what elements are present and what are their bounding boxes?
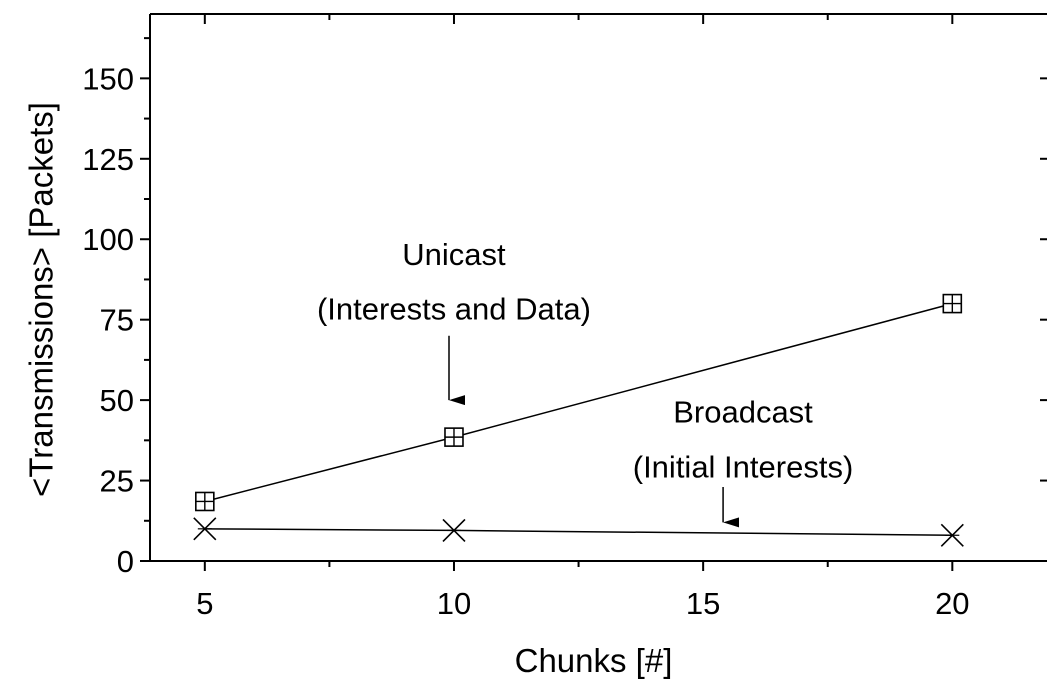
x-tick-label: 5	[196, 586, 213, 621]
y-tick-label: 125	[82, 142, 134, 177]
x-tick-label: 15	[686, 586, 720, 621]
y-tick-label: 100	[82, 222, 134, 257]
y-axis-title: <Transmissions> [Packets]	[23, 102, 60, 497]
x-tick-label: 20	[935, 586, 969, 621]
y-tick-label: 50	[100, 383, 134, 418]
boxed-plus-marker	[195, 491, 215, 512]
x-tick-label: 10	[437, 586, 471, 621]
y-tick-label: 25	[100, 464, 134, 499]
y-tick-label: 75	[100, 303, 134, 338]
annotation-1-line-1: Unicast	[402, 237, 506, 272]
annotation-2-line-1: Broadcast	[673, 395, 813, 430]
x-star-marker	[940, 523, 964, 547]
annotation-1-line-2: (Interests and Data)	[317, 292, 591, 327]
boxed-plus-marker	[942, 293, 963, 314]
x-star-marker	[193, 517, 217, 541]
x-axis-title: Chunks [#]	[515, 642, 673, 679]
x-star-marker	[442, 518, 466, 542]
y-tick-label: 150	[82, 61, 134, 96]
series-line-2	[204, 528, 953, 537]
annotation-2-line-2: (Initial Interests)	[633, 449, 854, 484]
boxed-plus-marker	[444, 427, 464, 447]
y-tick-label: 0	[117, 544, 134, 579]
